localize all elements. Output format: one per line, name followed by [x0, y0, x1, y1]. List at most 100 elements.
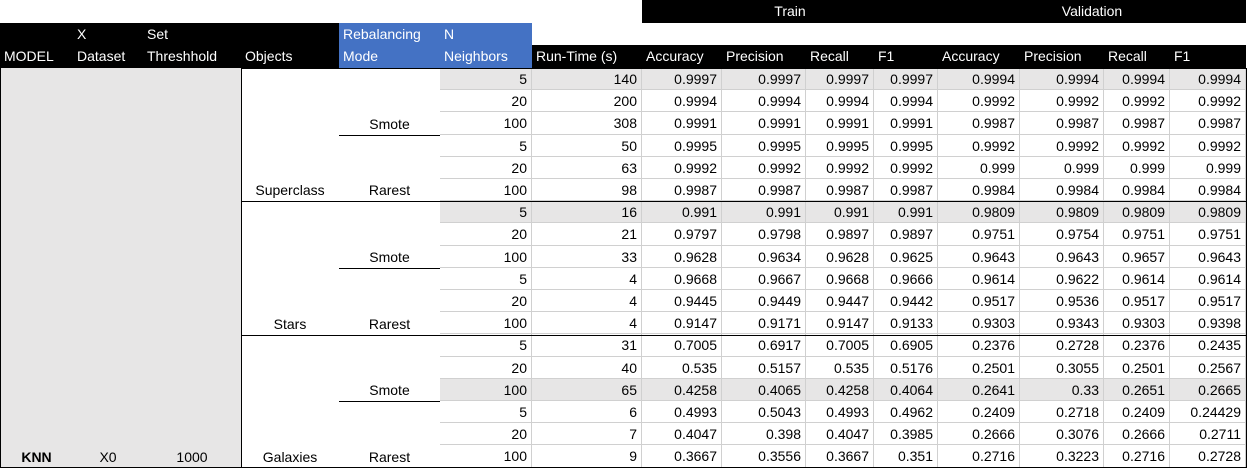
header-threshold-line1[interactable]: Set — [143, 23, 241, 45]
cell-train-precision[interactable]: 0.9171 — [722, 312, 806, 334]
mode-galaxies-rarest[interactable]: Rarest — [368, 449, 411, 465]
mode-superclass-smote[interactable]: Smote — [369, 116, 410, 132]
cell-val-accuracy[interactable]: 0.9992 — [938, 90, 1020, 112]
cell-val-precision[interactable]: 0.9622 — [1020, 268, 1104, 290]
cell-train-f1[interactable]: 0.9666 — [874, 268, 938, 290]
cell-train-f1[interactable]: 0.9625 — [874, 246, 938, 268]
cell-neighbors[interactable]: 5 — [440, 268, 532, 290]
cell-val-precision[interactable]: 0.9809 — [1020, 201, 1104, 223]
cell-runtime[interactable]: 63 — [532, 157, 642, 179]
cell-val-recall[interactable]: 0.2651 — [1104, 379, 1170, 401]
cell-train-recall[interactable]: 0.9994 — [806, 90, 874, 112]
cell-val-recall[interactable]: 0.2409 — [1104, 401, 1170, 423]
cell-train-precision[interactable]: 0.9991 — [722, 112, 806, 135]
cell-val-precision[interactable]: 0.9994 — [1020, 68, 1104, 90]
cell-val-f1[interactable]: 0.9987 — [1170, 112, 1246, 135]
cell-val-precision[interactable]: 0.9992 — [1020, 90, 1104, 112]
cell-val-precision[interactable]: 0.9992 — [1020, 135, 1104, 157]
cell-val-accuracy[interactable]: 0.2376 — [938, 334, 1020, 357]
model-value[interactable]: KNN — [21, 449, 52, 465]
cell-val-precision[interactable]: 0.33 — [1020, 379, 1104, 401]
cell-val-accuracy[interactable]: 0.9987 — [938, 112, 1020, 135]
cell-train-recall[interactable]: 0.9447 — [806, 290, 874, 312]
mode-stars-rarest[interactable]: Rarest — [368, 316, 411, 332]
header-rebalancing-line1[interactable]: Rebalancing — [339, 23, 440, 45]
cell-neighbors[interactable]: 20 — [440, 357, 532, 379]
cell-runtime[interactable]: 40 — [532, 357, 642, 379]
cell-train-precision[interactable]: 0.398 — [722, 423, 806, 445]
cell-val-precision[interactable]: 0.3076 — [1020, 423, 1104, 445]
cell-neighbors[interactable]: 100 — [440, 445, 532, 468]
cell-train-f1[interactable]: 0.5176 — [874, 357, 938, 379]
cell-train-recall[interactable]: 0.535 — [806, 357, 874, 379]
cell-train-f1[interactable]: 0.9995 — [874, 135, 938, 157]
cell-val-f1[interactable]: 0.9517 — [1170, 290, 1246, 312]
cell-val-recall[interactable]: 0.2501 — [1104, 357, 1170, 379]
cell-train-recall[interactable]: 0.4047 — [806, 423, 874, 445]
cell-neighbors[interactable]: 5 — [440, 201, 532, 223]
cell-val-recall[interactable]: 0.9984 — [1104, 179, 1170, 201]
cell-val-recall[interactable]: 0.9809 — [1104, 201, 1170, 223]
cell-train-f1[interactable]: 0.9987 — [874, 179, 938, 201]
cell-train-accuracy[interactable]: 0.7005 — [642, 334, 722, 357]
cell-neighbors[interactable]: 5 — [440, 334, 532, 357]
cell-neighbors[interactable]: 20 — [440, 223, 532, 246]
cell-train-accuracy[interactable]: 0.9668 — [642, 268, 722, 290]
cell-val-accuracy[interactable]: 0.2409 — [938, 401, 1020, 423]
cell-train-precision[interactable]: 0.9987 — [722, 179, 806, 201]
cell-train-recall[interactable]: 0.9147 — [806, 312, 874, 334]
cell-train-accuracy[interactable]: 0.3667 — [642, 445, 722, 468]
cell-train-f1[interactable]: 0.4962 — [874, 401, 938, 423]
cell-runtime[interactable]: 7 — [532, 423, 642, 445]
cell-train-recall[interactable]: 0.7005 — [806, 334, 874, 357]
cell-train-precision[interactable]: 0.9997 — [722, 68, 806, 90]
header-model[interactable]: MODEL — [0, 45, 73, 68]
cell-val-f1[interactable]: 0.9614 — [1170, 268, 1246, 290]
cell-runtime[interactable]: 33 — [532, 246, 642, 268]
cell-train-f1[interactable]: 0.4064 — [874, 379, 938, 401]
cell-neighbors[interactable]: 100 — [440, 246, 532, 268]
cell-train-f1[interactable]: 0.9991 — [874, 112, 938, 135]
cell-runtime[interactable]: 31 — [532, 334, 642, 357]
cell-val-recall[interactable]: 0.9987 — [1104, 112, 1170, 135]
cell-val-precision[interactable]: 0.9343 — [1020, 312, 1104, 334]
cell-train-accuracy[interactable]: 0.4047 — [642, 423, 722, 445]
cell-train-f1[interactable]: 0.9897 — [874, 223, 938, 246]
cell-runtime[interactable]: 308 — [532, 112, 642, 135]
cell-val-precision[interactable]: 0.9754 — [1020, 223, 1104, 246]
cell-runtime[interactable]: 200 — [532, 90, 642, 112]
cell-train-precision[interactable]: 0.9995 — [722, 135, 806, 157]
cell-val-precision[interactable]: 0.2718 — [1020, 401, 1104, 423]
cell-neighbors[interactable]: 100 — [440, 312, 532, 334]
cell-val-recall[interactable]: 0.9992 — [1104, 135, 1170, 157]
cell-val-f1[interactable]: 0.2567 — [1170, 357, 1246, 379]
cell-train-recall[interactable]: 0.9997 — [806, 68, 874, 90]
mode-galaxies-smote[interactable]: Smote — [369, 382, 410, 398]
cell-val-accuracy[interactable]: 0.9303 — [938, 312, 1020, 334]
cell-val-f1[interactable]: 0.9992 — [1170, 135, 1246, 157]
cell-train-precision[interactable]: 0.9449 — [722, 290, 806, 312]
cell-train-f1[interactable]: 0.9442 — [874, 290, 938, 312]
cell-neighbors[interactable]: 20 — [440, 423, 532, 445]
cell-neighbors[interactable]: 100 — [440, 112, 532, 135]
cell-train-accuracy[interactable]: 0.4993 — [642, 401, 722, 423]
header-rebalancing-line2[interactable]: Mode — [339, 45, 440, 68]
cell-neighbors[interactable]: 5 — [440, 68, 532, 90]
cell-val-f1[interactable]: 0.9809 — [1170, 201, 1246, 223]
mode-stars-smote[interactable]: Smote — [369, 249, 410, 265]
cell-train-f1[interactable]: 0.991 — [874, 201, 938, 223]
cell-val-accuracy[interactable]: 0.9809 — [938, 201, 1020, 223]
cell-val-accuracy[interactable]: 0.9517 — [938, 290, 1020, 312]
cell-val-precision[interactable]: 0.3223 — [1020, 445, 1104, 468]
cell-train-precision[interactable]: 0.9667 — [722, 268, 806, 290]
cell-val-accuracy[interactable]: 0.2641 — [938, 379, 1020, 401]
cell-train-accuracy[interactable]: 0.9147 — [642, 312, 722, 334]
validation-group-header[interactable]: Validation — [938, 0, 1246, 23]
cell-val-f1[interactable]: 0.9398 — [1170, 312, 1246, 334]
cell-train-recall[interactable]: 0.4993 — [806, 401, 874, 423]
cell-train-recall[interactable]: 0.9897 — [806, 223, 874, 246]
cell-val-accuracy[interactable]: 0.9643 — [938, 246, 1020, 268]
cell-train-precision[interactable]: 0.9992 — [722, 157, 806, 179]
cell-train-accuracy[interactable]: 0.9797 — [642, 223, 722, 246]
cell-val-accuracy[interactable]: 0.999 — [938, 157, 1020, 179]
